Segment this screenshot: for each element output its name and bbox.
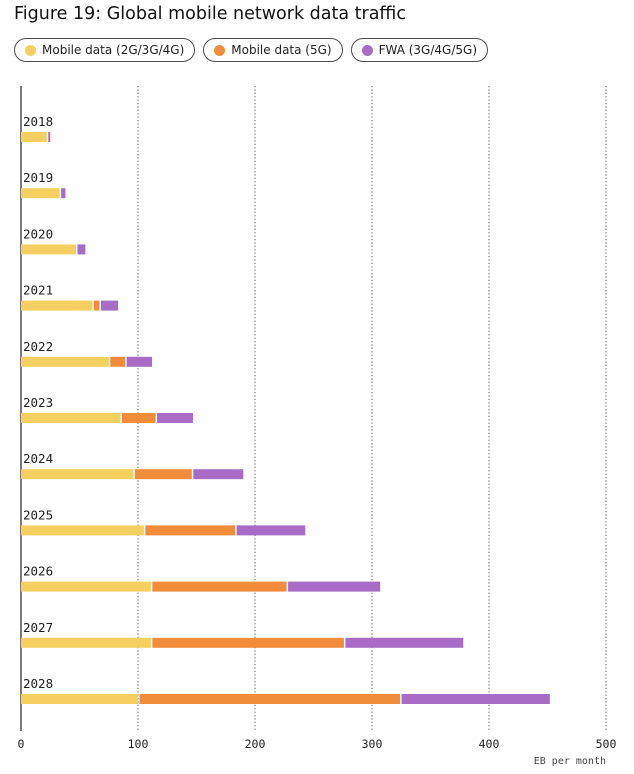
legend-item-mobile-5g: Mobile data (5G) [203, 38, 343, 62]
bar-2025-series-2 [236, 525, 306, 536]
bar-2020-series-0 [21, 244, 76, 255]
legend: Mobile data (2G/3G/4G) Mobile data (5G) … [14, 38, 488, 62]
x-axis-label: EB per month [534, 756, 606, 767]
chart-title: Figure 19: Global mobile network data tr… [14, 4, 406, 24]
bar-2028-series-0 [21, 694, 138, 704]
bar-2018-series-2 [48, 132, 51, 142]
category-label-2020: 2020 [23, 226, 53, 241]
bar-2023-series-2 [157, 413, 193, 423]
bar-2021-series-2 [100, 300, 119, 311]
bar-2024-series-0 [21, 469, 134, 480]
category-label-2019: 2019 [23, 170, 53, 185]
bar-2023-series-0 [21, 413, 121, 423]
bar-2018-series-0 [21, 132, 47, 142]
bar-2024-series-2 [193, 469, 244, 480]
bar-2020-series-2 [77, 244, 86, 255]
legend-item-mobile-2g-3g-4g: Mobile data (2G/3G/4G) [14, 38, 196, 62]
bar-2028-series-2 [401, 694, 550, 704]
bar-2023-series-1 [121, 413, 156, 423]
bar-2022-series-0 [21, 356, 109, 367]
x-tick-label-0: 0 [18, 737, 25, 751]
legend-swatch-mobile-2g-3g-4g [25, 44, 36, 56]
category-label-2027: 2027 [23, 620, 53, 635]
bar-2027-series-0 [21, 637, 151, 648]
category-label-2024: 2024 [23, 451, 53, 466]
category-label-2021: 2021 [23, 283, 53, 298]
bar-2025-series-0 [21, 525, 144, 536]
bar-2021-series-0 [21, 300, 93, 311]
bar-2024-series-1 [134, 469, 192, 480]
bar-2022-series-1 [110, 356, 126, 367]
bar-2027-series-2 [345, 637, 464, 648]
bar-2021-series-1 [93, 300, 100, 311]
category-label-2023: 2023 [23, 395, 53, 410]
category-label-2022: 2022 [23, 339, 53, 354]
bar-2028-series-1 [139, 694, 401, 704]
bar-2019-series-0 [21, 188, 60, 199]
legend-label-fwa: FWA (3G/4G/5G) [378, 43, 477, 57]
category-label-2026: 2026 [23, 564, 53, 579]
bar-2022-series-2 [126, 356, 153, 367]
category-label-2028: 2028 [23, 676, 53, 691]
bar-2025-series-1 [145, 525, 236, 536]
bar-2026-series-1 [152, 581, 287, 592]
legend-label-mobile-2g-3g-4g: Mobile data (2G/3G/4G) [42, 43, 185, 57]
legend-swatch-mobile-5g [214, 44, 226, 56]
bar-2026-series-0 [21, 581, 151, 592]
legend-swatch-fwa [361, 44, 373, 56]
bar-2019-series-2 [61, 188, 66, 199]
category-label-2025: 2025 [23, 507, 53, 522]
x-tick-label-400: 400 [479, 737, 500, 751]
x-tick-label-500: 500 [596, 737, 617, 751]
bar-2026-series-2 [288, 581, 381, 592]
x-tick-label-100: 100 [128, 737, 149, 751]
x-tick-label-300: 300 [362, 737, 383, 751]
legend-item-fwa: FWA (3G/4G/5G) [350, 38, 488, 62]
x-tick-label-200: 200 [245, 737, 266, 751]
category-label-2018: 2018 [23, 114, 53, 129]
legend-label-mobile-5g: Mobile data (5G) [231, 43, 332, 57]
bar-2027-series-1 [152, 637, 344, 648]
